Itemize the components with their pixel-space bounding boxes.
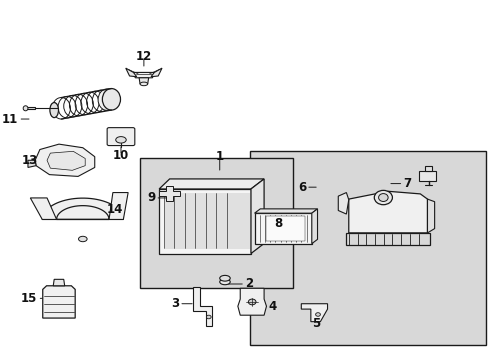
Text: 13: 13	[21, 154, 38, 167]
Ellipse shape	[206, 315, 211, 319]
Polygon shape	[250, 179, 264, 253]
Text: 3: 3	[171, 297, 179, 310]
Polygon shape	[133, 72, 154, 78]
Text: 7: 7	[403, 177, 411, 190]
Polygon shape	[418, 171, 435, 181]
Bar	[140, 158, 292, 288]
Polygon shape	[348, 191, 427, 233]
Polygon shape	[109, 193, 128, 220]
Polygon shape	[35, 144, 95, 176]
Polygon shape	[47, 151, 85, 170]
Text: 1: 1	[215, 150, 224, 163]
Polygon shape	[311, 209, 317, 244]
Polygon shape	[151, 68, 162, 77]
FancyBboxPatch shape	[107, 128, 135, 145]
Polygon shape	[125, 68, 137, 77]
Text: 9: 9	[147, 192, 155, 204]
Text: 5: 5	[312, 317, 320, 330]
Ellipse shape	[219, 279, 230, 285]
Polygon shape	[28, 160, 36, 167]
Polygon shape	[159, 189, 250, 253]
Polygon shape	[301, 304, 327, 321]
Polygon shape	[53, 279, 64, 286]
Polygon shape	[254, 209, 317, 213]
Text: 14: 14	[106, 203, 123, 216]
Ellipse shape	[219, 275, 230, 281]
Polygon shape	[159, 179, 264, 189]
Polygon shape	[193, 287, 211, 326]
Polygon shape	[254, 213, 311, 244]
Text: 15: 15	[21, 292, 38, 305]
Ellipse shape	[315, 313, 320, 316]
Polygon shape	[42, 198, 123, 220]
Ellipse shape	[50, 103, 59, 118]
Ellipse shape	[373, 190, 391, 205]
Ellipse shape	[378, 194, 387, 202]
Ellipse shape	[79, 236, 87, 242]
Text: 10: 10	[113, 149, 129, 162]
Polygon shape	[159, 186, 180, 201]
Polygon shape	[26, 107, 35, 109]
Ellipse shape	[116, 136, 126, 143]
Polygon shape	[427, 199, 434, 233]
Polygon shape	[424, 166, 431, 171]
Text: 2: 2	[244, 278, 253, 291]
Text: 11: 11	[2, 113, 19, 126]
Ellipse shape	[102, 89, 120, 110]
Ellipse shape	[140, 82, 147, 86]
Polygon shape	[266, 216, 304, 241]
Polygon shape	[30, 198, 57, 220]
Text: 4: 4	[268, 300, 277, 313]
Polygon shape	[338, 193, 348, 214]
Polygon shape	[42, 286, 75, 318]
Polygon shape	[164, 193, 249, 249]
Ellipse shape	[98, 89, 116, 111]
Ellipse shape	[248, 299, 255, 305]
Text: 6: 6	[297, 181, 305, 194]
Text: 12: 12	[136, 50, 152, 63]
Ellipse shape	[23, 106, 28, 111]
Polygon shape	[237, 288, 266, 315]
Text: 8: 8	[274, 217, 282, 230]
Bar	[249, 151, 485, 345]
Polygon shape	[139, 78, 148, 84]
